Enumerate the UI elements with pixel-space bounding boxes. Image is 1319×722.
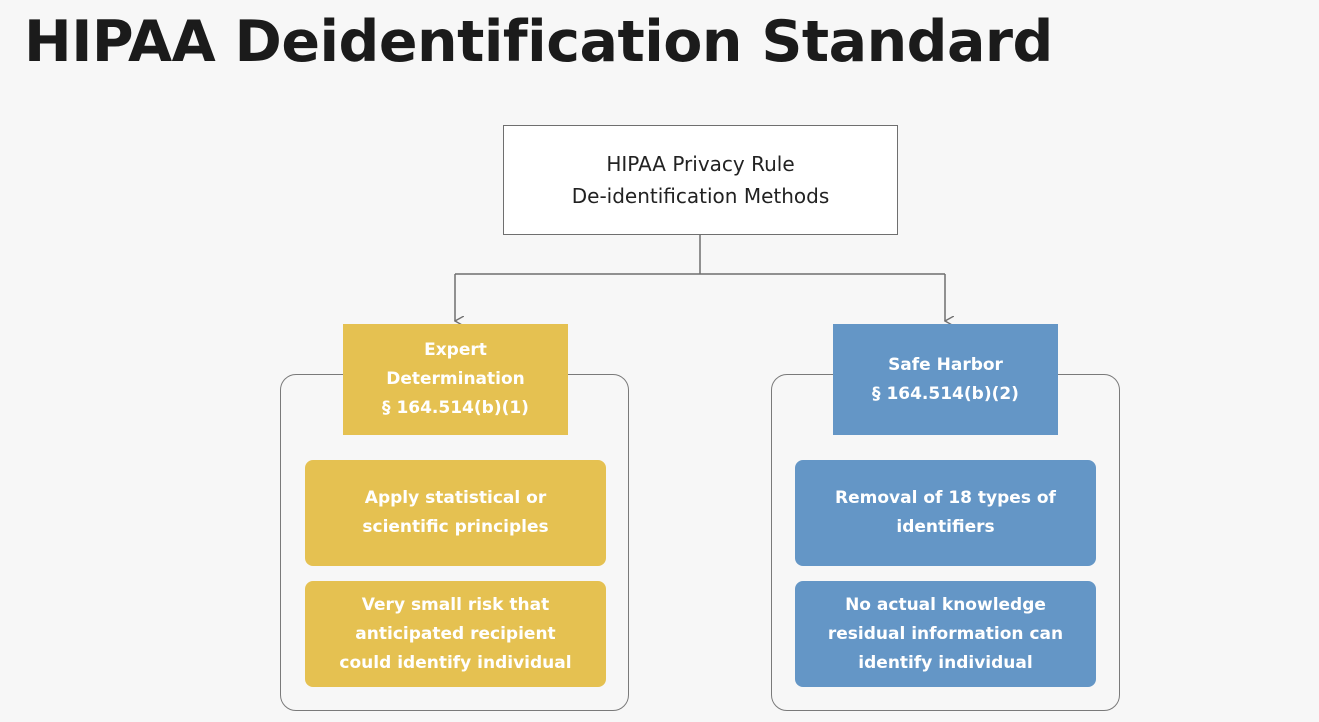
expert-determination-header: Expert Determination § 164.514(b)(1) bbox=[343, 324, 568, 435]
header-line: § 164.514(b)(2) bbox=[872, 383, 1019, 404]
card-line: identify individual bbox=[858, 652, 1033, 673]
safe-harbor-header: Safe Harbor § 164.514(b)(2) bbox=[833, 324, 1058, 435]
card-line: scientific principles bbox=[362, 517, 549, 537]
card-line: Apply statistical or bbox=[364, 488, 547, 508]
safe-harbor-card-removal-identifiers: Removal of 18 types of identifiers bbox=[795, 460, 1096, 566]
root-node-line: HIPAA Privacy Rule bbox=[606, 152, 795, 176]
header-line: Determination bbox=[386, 369, 525, 389]
header-line: § 164.514(b)(1) bbox=[382, 398, 529, 418]
card-line: No actual knowledge bbox=[845, 594, 1046, 615]
root-node-privacy-rule: HIPAA Privacy Rule De-identification Met… bbox=[503, 125, 898, 235]
safe-harbor-card-no-actual-knowledge: No actual knowledge residual information… bbox=[795, 581, 1096, 687]
card-line: identifiers bbox=[896, 517, 995, 537]
expert-card-statistical-principles: Apply statistical or scientific principl… bbox=[305, 460, 606, 566]
slide-title: HIPAA Deidentification Standard bbox=[24, 9, 1053, 75]
root-node-line: De-identification Methods bbox=[571, 184, 830, 208]
card-line: anticipated recipient bbox=[355, 623, 556, 644]
card-line: residual information can bbox=[827, 623, 1064, 644]
expert-card-small-risk: Very small risk that anticipated recipie… bbox=[305, 581, 606, 687]
card-line: could identify individual bbox=[339, 652, 572, 673]
header-line: Expert bbox=[424, 340, 487, 360]
card-line: Very small risk that bbox=[361, 594, 550, 615]
header-line: Safe Harbor bbox=[888, 354, 1003, 375]
card-line: Removal of 18 types of bbox=[835, 488, 1056, 508]
